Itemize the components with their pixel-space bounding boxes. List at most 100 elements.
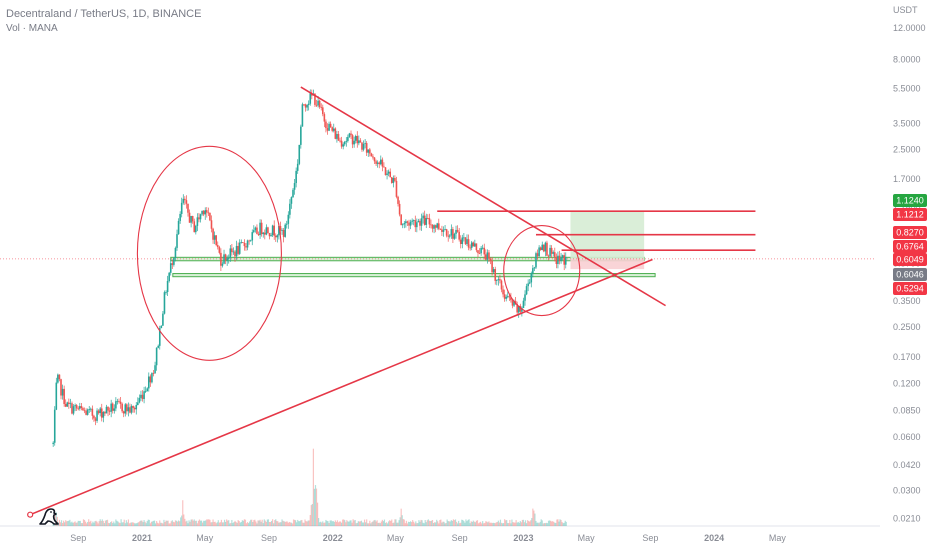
candle-body xyxy=(315,104,318,106)
volume-bar xyxy=(461,519,463,526)
time-axis[interactable]: Sep 2021 May Sep 2022 May Sep 2023 May Sep 2024 May xyxy=(70,533,786,543)
volume-bar xyxy=(375,521,377,526)
candle-body xyxy=(154,365,156,374)
volume-bar xyxy=(133,522,135,526)
volume-bar xyxy=(221,522,224,526)
volume-bar xyxy=(316,502,319,526)
volume-bar xyxy=(493,522,495,526)
price-badge: 1.1212 xyxy=(893,208,927,221)
volume-bar xyxy=(165,520,167,526)
volume-bar xyxy=(159,520,161,526)
candle-body xyxy=(278,225,280,236)
candle-body xyxy=(394,178,396,181)
volume-bar xyxy=(116,520,118,526)
volume-bar xyxy=(153,520,156,526)
candle-body xyxy=(553,252,556,257)
volume-bar xyxy=(213,521,215,526)
volume-bar xyxy=(197,520,200,526)
volume-bar xyxy=(71,521,73,526)
volume-bar xyxy=(319,522,321,526)
candle-body xyxy=(295,170,297,184)
currency-label: USDT xyxy=(893,5,918,15)
candle-body xyxy=(93,415,95,419)
candle-body xyxy=(508,296,511,298)
volume-bar xyxy=(459,523,461,526)
volume-bar xyxy=(506,520,508,526)
volume-bar xyxy=(182,500,184,526)
volume-bar xyxy=(265,521,267,526)
candle-body xyxy=(143,391,145,400)
volume-bar xyxy=(321,522,323,526)
time-tick-label: 2023 xyxy=(513,533,533,543)
price-badge-bg xyxy=(893,268,927,281)
candle-body xyxy=(560,257,562,261)
candle-body xyxy=(441,229,443,232)
volume-bar xyxy=(279,522,281,526)
volume-bar xyxy=(246,522,249,526)
candle-body xyxy=(353,140,355,145)
candle-body xyxy=(372,156,374,158)
volume-bar xyxy=(125,520,127,526)
volume-bar xyxy=(86,523,88,526)
candle-body xyxy=(561,255,564,258)
candle-body xyxy=(434,225,437,228)
candle-body xyxy=(538,247,540,257)
candle-body xyxy=(536,253,539,257)
price-tick-label: 1.7000 xyxy=(893,174,921,184)
volume-bar xyxy=(140,520,142,526)
candle-body xyxy=(318,100,321,108)
volume-bar xyxy=(111,521,113,526)
volume-bar xyxy=(552,521,554,526)
candle-body xyxy=(332,128,335,131)
volume-bar xyxy=(92,521,94,526)
candle-body xyxy=(209,212,211,221)
volume-bar xyxy=(147,519,149,526)
candle-body xyxy=(198,217,200,220)
candle-body xyxy=(176,234,178,248)
time-tick-label: 2022 xyxy=(323,533,343,543)
candle-body xyxy=(158,328,161,346)
volume-bar xyxy=(322,521,324,526)
volume-bar xyxy=(507,523,509,526)
candle-body xyxy=(546,242,548,256)
volume-bar xyxy=(483,523,485,526)
volume-bar xyxy=(350,520,352,526)
volume-bar xyxy=(123,519,125,526)
volume-bar xyxy=(536,522,538,526)
volume-bar xyxy=(174,520,177,526)
volume-bar xyxy=(233,522,235,526)
volume-bar xyxy=(150,521,153,526)
volume-bar xyxy=(333,521,335,526)
volume-bar xyxy=(318,518,320,526)
drawings-layer xyxy=(27,86,756,518)
volume-bar xyxy=(523,522,526,526)
volume-bar xyxy=(212,519,214,526)
volume-bar xyxy=(365,522,367,526)
candle-body xyxy=(350,133,352,136)
candle-body xyxy=(326,128,329,131)
volume-bar xyxy=(518,522,520,526)
volume-bar xyxy=(411,522,413,526)
volume-bar xyxy=(173,522,175,526)
volume-bar xyxy=(160,522,162,526)
candle-body xyxy=(177,220,180,235)
candle-body xyxy=(285,223,288,225)
candle-body xyxy=(489,258,492,261)
volume-bar xyxy=(307,520,309,526)
volume-bar xyxy=(83,519,86,526)
candle-body xyxy=(77,408,80,410)
volume-bar xyxy=(172,521,174,526)
volume-bar xyxy=(445,523,447,526)
candle-body xyxy=(519,305,522,312)
candle-body xyxy=(549,247,551,257)
candle-body xyxy=(494,269,497,281)
candle-body xyxy=(378,162,381,165)
volume-bar xyxy=(348,521,350,526)
candle-body xyxy=(411,220,413,222)
volume-bar xyxy=(240,522,242,526)
candle-body xyxy=(358,140,360,144)
candle-body xyxy=(129,407,131,413)
candles-layer xyxy=(52,89,567,447)
candle-body xyxy=(79,406,81,409)
